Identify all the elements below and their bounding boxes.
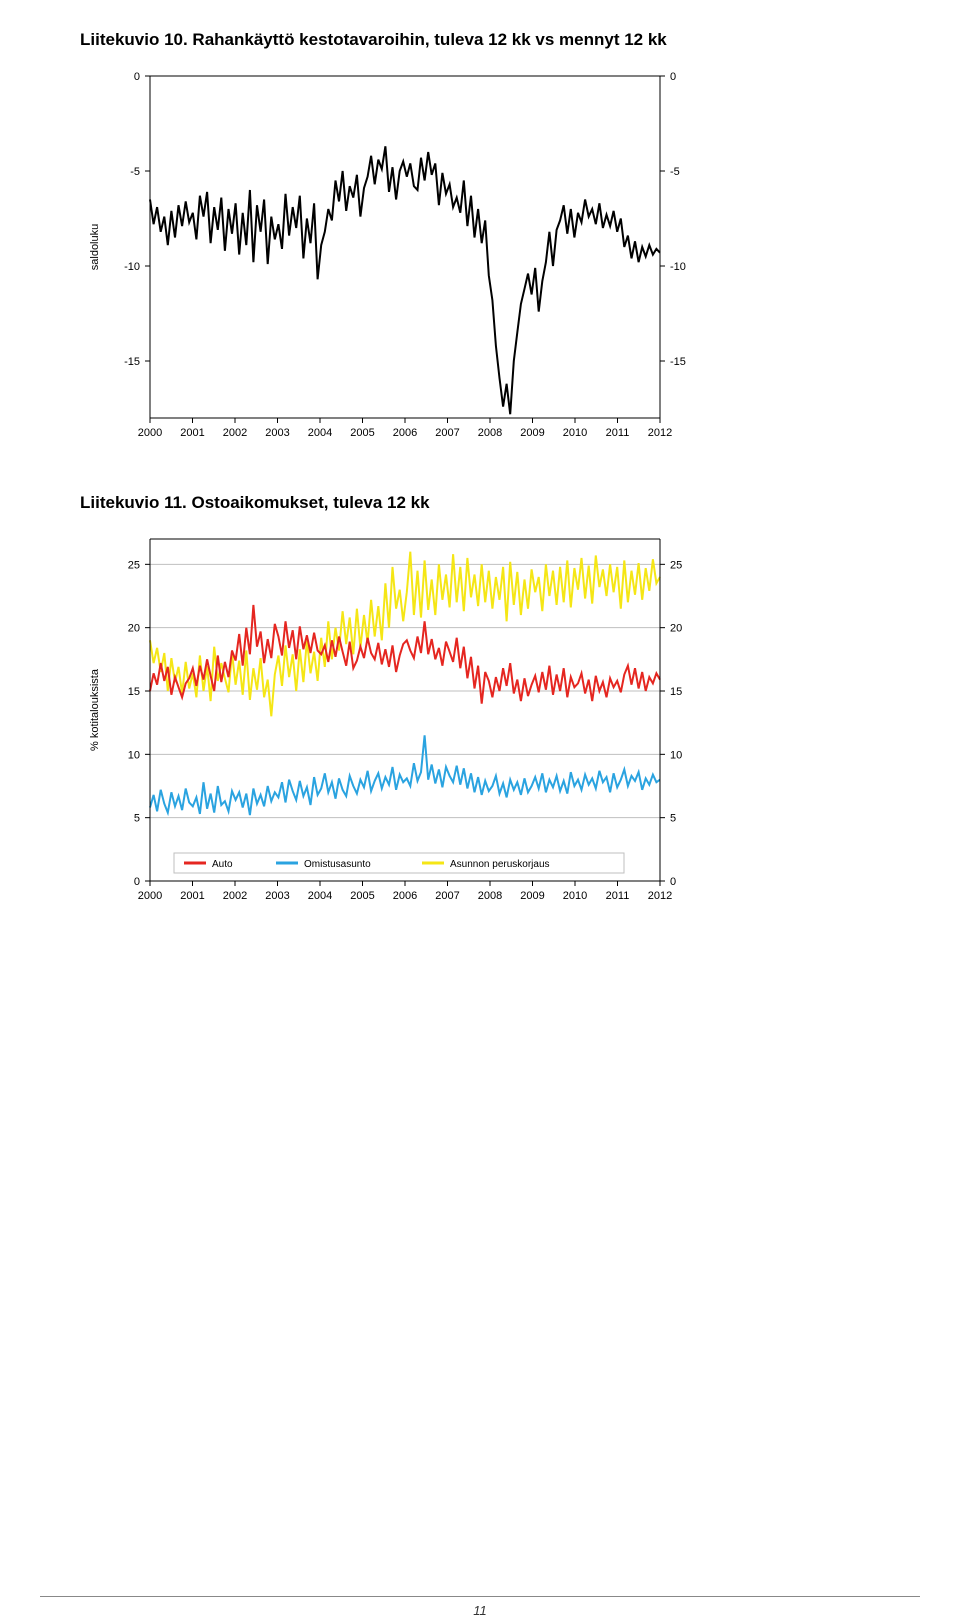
svg-text:-5: -5: [670, 166, 680, 178]
svg-text:2011: 2011: [606, 427, 630, 439]
svg-text:2006: 2006: [393, 427, 417, 439]
svg-text:saldoluku: saldoluku: [89, 224, 101, 270]
svg-text:2005: 2005: [350, 427, 374, 439]
svg-text:Auto: Auto: [212, 859, 233, 870]
svg-text:-10: -10: [124, 261, 140, 273]
chart1-container: 0 0 -5 -5 -10 -10 -15 -15 2000 2001 2002 2003 2004 20…: [80, 58, 880, 463]
svg-text:2002: 2002: [223, 427, 247, 439]
svg-text:10: 10: [670, 749, 682, 761]
svg-text:2000: 2000: [138, 427, 162, 439]
svg-text:10: 10: [128, 749, 140, 761]
chart1-svg: 0 0 -5 -5 -10 -10 -15 -15 2000 2001 2002 2003 2004 20…: [80, 58, 720, 458]
svg-text:25: 25: [670, 559, 682, 571]
svg-text:25: 25: [128, 559, 140, 571]
svg-text:Omistusasunto: Omistusasunto: [304, 859, 371, 870]
svg-text:2009: 2009: [520, 427, 544, 439]
svg-text:0: 0: [670, 71, 676, 83]
chart2-title: Liitekuvio 11. Ostoaikomukset, tuleva 12…: [80, 493, 880, 513]
svg-text:2010: 2010: [563, 427, 587, 439]
page-number: 11: [473, 1603, 487, 1618]
svg-text:2012: 2012: [648, 427, 672, 439]
svg-text:-15: -15: [124, 356, 140, 368]
svg-text:2003: 2003: [265, 427, 289, 439]
svg-text:5: 5: [134, 813, 140, 825]
svg-text:2008: 2008: [478, 890, 502, 902]
svg-text:20: 20: [128, 623, 140, 635]
svg-text:2012: 2012: [648, 890, 672, 902]
svg-text:15: 15: [128, 686, 140, 698]
svg-text:2008: 2008: [478, 427, 502, 439]
svg-text:2005: 2005: [350, 890, 374, 902]
chart2-container: 0 0 5 5 10 10 15 15 20 20 25 25 2000 2001 2002 2003 2004…: [80, 521, 880, 926]
svg-text:Asunnon peruskorjaus: Asunnon peruskorjaus: [450, 859, 550, 870]
svg-text:% kotitalouksista: % kotitalouksista: [89, 668, 101, 751]
svg-text:2002: 2002: [223, 890, 247, 902]
svg-text:2001: 2001: [180, 427, 204, 439]
svg-text:2007: 2007: [435, 890, 459, 902]
svg-text:2000: 2000: [138, 890, 162, 902]
chart2-svg: 0 0 5 5 10 10 15 15 20 20 25 25 2000 2001 2002 2003 2004…: [80, 521, 720, 921]
svg-text:15: 15: [670, 686, 682, 698]
svg-text:2010: 2010: [563, 890, 587, 902]
chart1-title: Liitekuvio 10. Rahankäyttö kestotavaroih…: [80, 30, 880, 50]
svg-text:2004: 2004: [308, 427, 332, 439]
svg-text:2011: 2011: [606, 890, 630, 902]
svg-text:-5: -5: [130, 166, 140, 178]
page: Liitekuvio 10. Rahankäyttö kestotavaroih…: [0, 0, 960, 996]
svg-text:-10: -10: [670, 261, 686, 273]
svg-text:2006: 2006: [393, 890, 417, 902]
svg-text:0: 0: [670, 876, 676, 888]
footer: 11: [40, 1596, 920, 1618]
svg-text:0: 0: [134, 876, 140, 888]
svg-text:2001: 2001: [180, 890, 204, 902]
svg-text:20: 20: [670, 623, 682, 635]
svg-text:5: 5: [670, 813, 676, 825]
svg-text:2009: 2009: [520, 890, 544, 902]
svg-text:2004: 2004: [308, 890, 332, 902]
svg-text:0: 0: [134, 71, 140, 83]
svg-text:-15: -15: [670, 356, 686, 368]
svg-text:2003: 2003: [265, 890, 289, 902]
svg-text:2007: 2007: [435, 427, 459, 439]
